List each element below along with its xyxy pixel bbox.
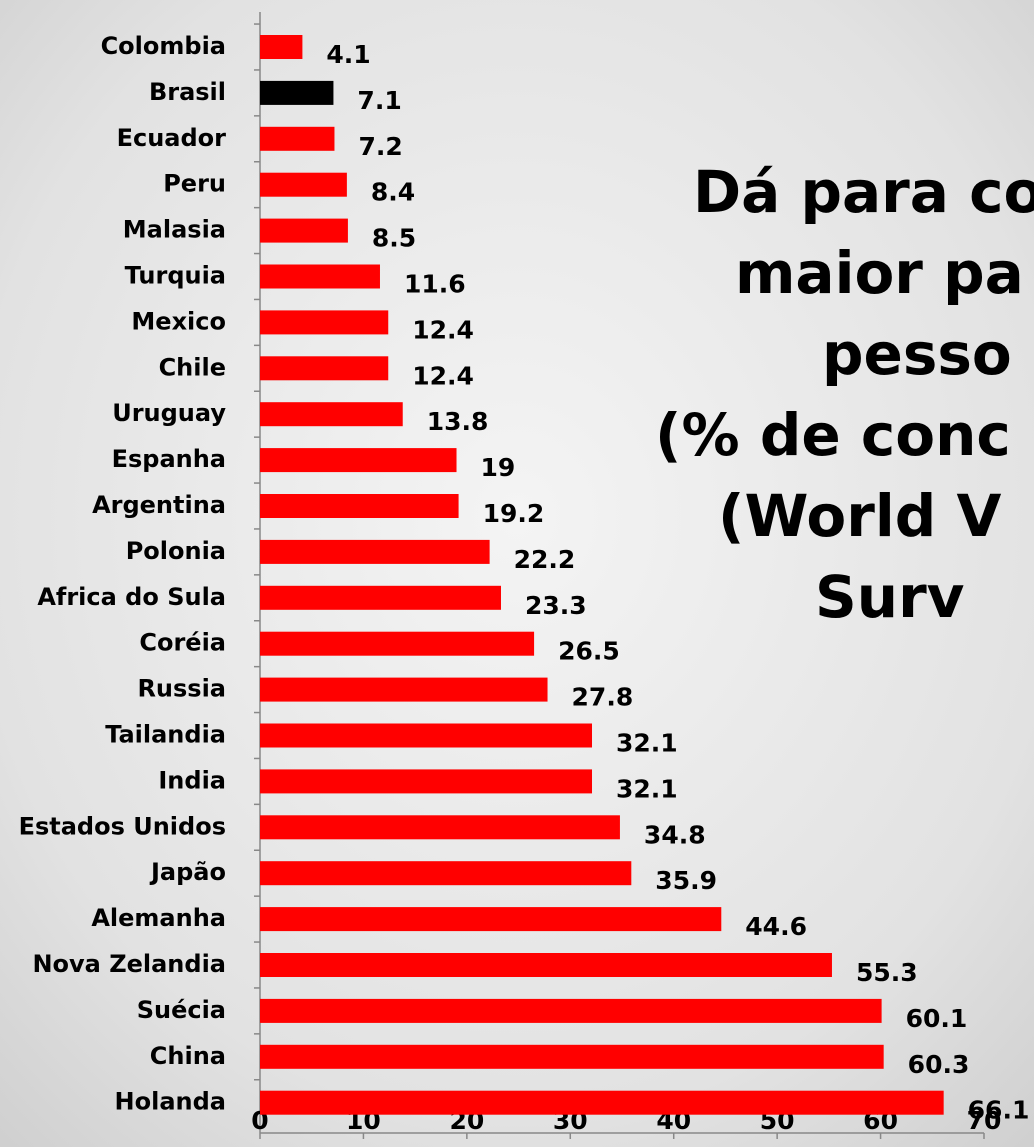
- y-tick-label: Estados Unidos: [19, 812, 226, 840]
- value-label: 35.9: [655, 866, 717, 895]
- bar: [260, 402, 403, 427]
- value-label: 4.1: [326, 40, 370, 69]
- y-tick-label: Japão: [149, 858, 226, 886]
- value-label: 22.2: [514, 545, 576, 574]
- value-label: 60.3: [908, 1050, 970, 1079]
- bar: [260, 264, 380, 289]
- y-tick-label: Argentina: [92, 491, 226, 519]
- y-tick-label: Russia: [137, 675, 226, 703]
- value-label: 13.8: [427, 407, 489, 436]
- y-tick-label: Uruguay: [112, 399, 226, 427]
- chart-title: Dá para co: [693, 158, 1034, 226]
- value-label: 8.5: [372, 224, 416, 253]
- chart-title: maior pa: [735, 239, 1024, 307]
- y-tick-label: Tailandia: [105, 721, 226, 749]
- y-tick-label: Chile: [159, 353, 226, 381]
- bar: [260, 539, 490, 564]
- chart-title: pesso: [822, 320, 1012, 388]
- value-label: 60.1: [906, 1004, 968, 1033]
- bar: [260, 35, 303, 59]
- y-tick-label: Turquia: [125, 262, 226, 290]
- y-tick-label: India: [158, 766, 226, 794]
- y-tick-label: Coréia: [139, 629, 226, 657]
- bar: [260, 677, 548, 702]
- y-tick-label: Polonia: [126, 537, 226, 565]
- y-tick-label: Colombia: [101, 32, 226, 60]
- value-label: 32.1: [616, 774, 678, 803]
- y-tick-label: Brasil: [149, 78, 226, 106]
- bar: [260, 356, 389, 381]
- y-tick-label: Alemanha: [91, 904, 226, 932]
- value-label: 7.1: [357, 86, 401, 115]
- bar: [260, 80, 334, 105]
- bar: [260, 1044, 884, 1069]
- bar: [260, 998, 882, 1023]
- y-tick-label: Africa do Sula: [37, 583, 226, 611]
- bar: [260, 172, 347, 197]
- y-tick-label: Mexico: [131, 307, 226, 335]
- bar: [260, 769, 593, 794]
- x-tick-label: 70: [967, 1106, 1002, 1135]
- bar: [260, 448, 457, 473]
- value-label: 23.3: [525, 591, 587, 620]
- bar: [260, 907, 722, 932]
- value-label: 27.8: [572, 683, 634, 712]
- value-label: 66.1: [968, 1096, 1030, 1125]
- y-tick-label: Malasia: [123, 216, 226, 244]
- value-label: 44.6: [745, 912, 807, 941]
- y-tick-label: China: [150, 1042, 226, 1070]
- bar: [260, 126, 335, 151]
- y-tick-label: Ecuador: [117, 124, 227, 152]
- chart-title: (World V: [718, 482, 1001, 550]
- value-label: 8.4: [371, 178, 415, 207]
- bar: [260, 861, 632, 886]
- y-tick-label: Nova Zelandia: [32, 950, 226, 978]
- value-label: 32.1: [616, 729, 678, 758]
- value-label: 11.6: [404, 270, 466, 299]
- bar: [260, 494, 459, 518]
- bar: [260, 218, 348, 243]
- y-tick-label: Peru: [163, 170, 226, 198]
- y-tick-label: Holanda: [115, 1088, 226, 1116]
- bar: [260, 723, 593, 748]
- bar: [260, 1090, 944, 1115]
- value-label: 12.4: [412, 361, 474, 390]
- value-label: 26.5: [558, 637, 620, 666]
- value-label: 55.3: [856, 958, 918, 987]
- bar: [260, 631, 535, 656]
- chart-title: Surv: [815, 563, 964, 631]
- value-label: 19.2: [483, 499, 545, 528]
- value-label: 19: [481, 453, 516, 482]
- value-label: 7.2: [358, 132, 402, 161]
- chart-title: (% de conc: [655, 401, 1011, 469]
- value-label: 12.4: [412, 315, 474, 344]
- bar: [260, 310, 389, 335]
- y-tick-label: Suécia: [137, 996, 226, 1024]
- value-label: 34.8: [644, 820, 706, 849]
- bar: [260, 815, 620, 840]
- bar: [260, 953, 832, 977]
- y-tick-label: Espanha: [112, 445, 226, 473]
- bar: [260, 585, 501, 610]
